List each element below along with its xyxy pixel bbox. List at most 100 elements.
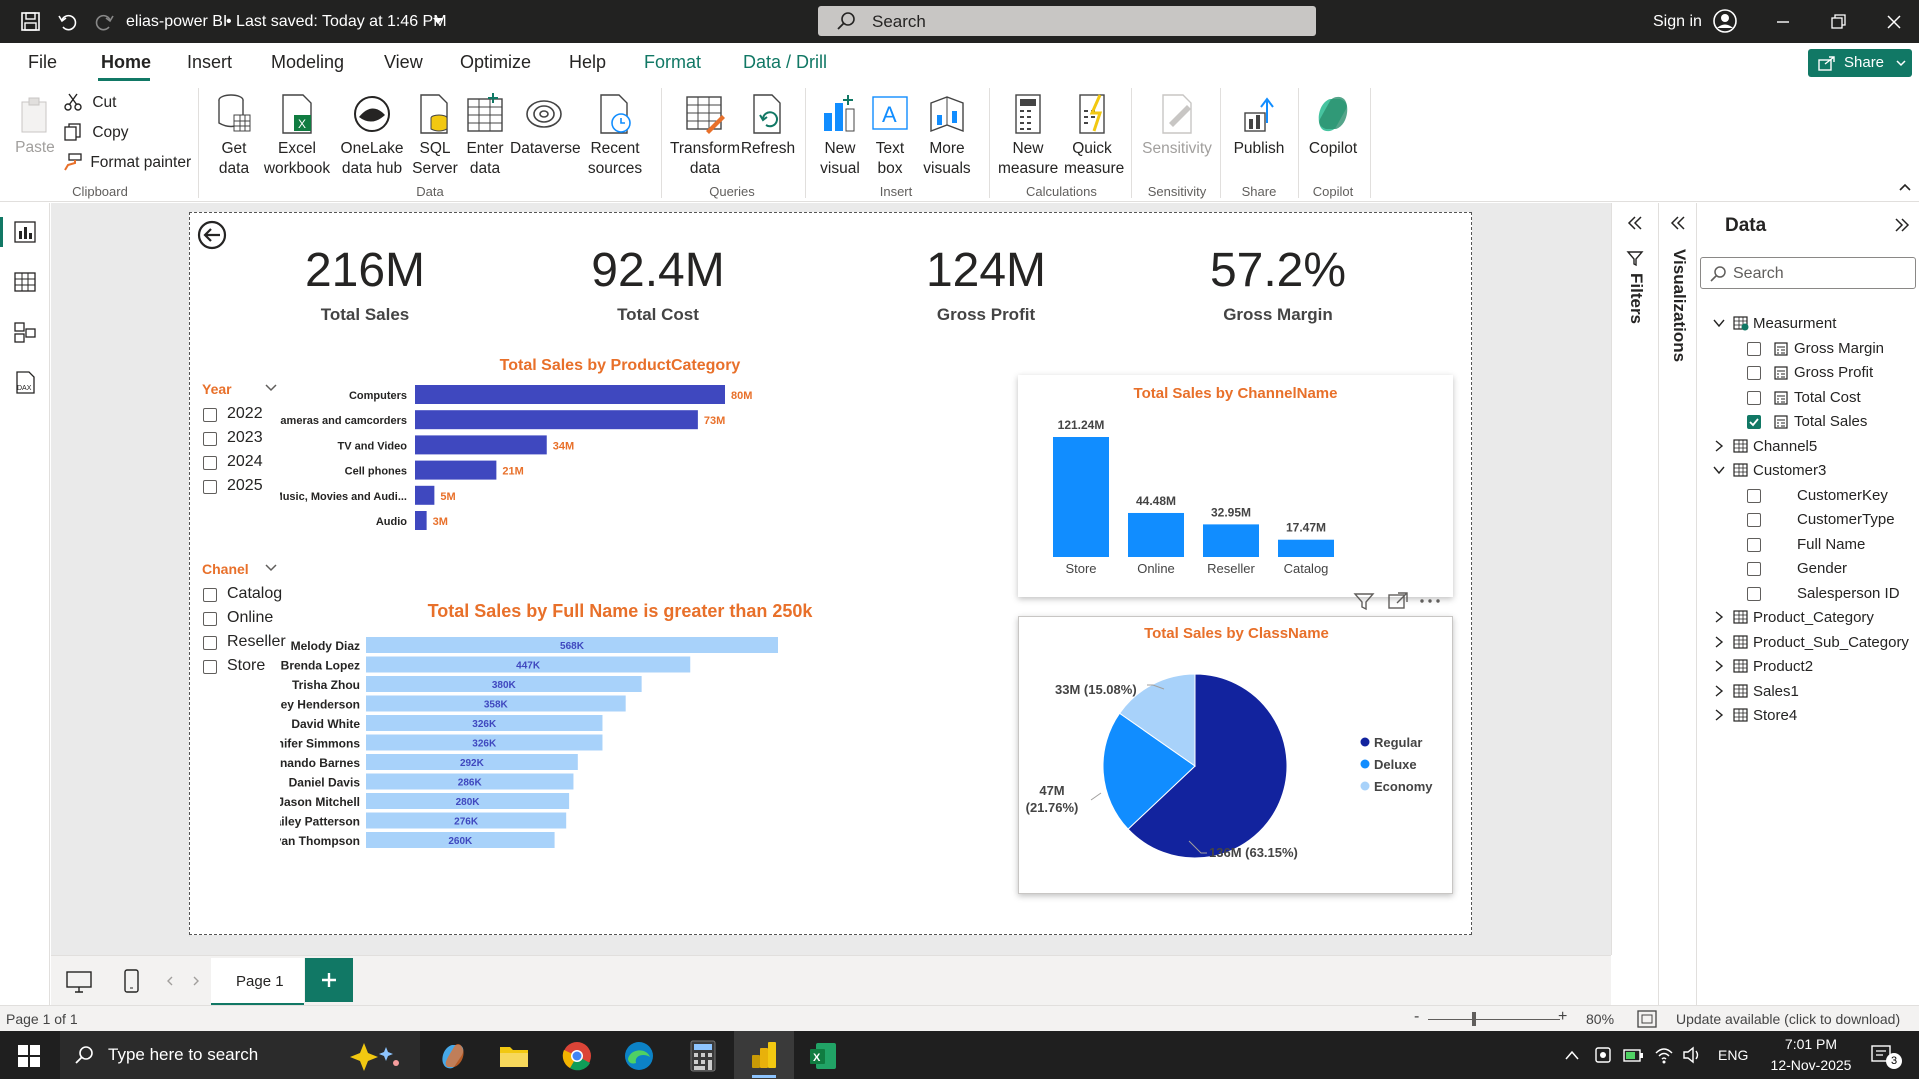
clock-time[interactable]: 7:01 PM xyxy=(1784,1036,1838,1052)
field-row[interactable]: Gross Profit xyxy=(1697,361,1919,385)
chevron-path[interactable] xyxy=(1715,439,1724,452)
field-table-row[interactable]: Customer3 xyxy=(1697,459,1919,483)
chevron-right-icon[interactable] xyxy=(1713,684,1725,697)
field-table-row[interactable]: Store4 xyxy=(1697,704,1919,728)
bar[interactable] xyxy=(366,812,567,829)
tab-data-drill[interactable]: Data / Drill xyxy=(743,52,828,72)
calc-outline[interactable] xyxy=(1774,366,1788,380)
focus-mode-icon[interactable] xyxy=(1387,591,1409,611)
calc-keys[interactable] xyxy=(1777,419,1785,427)
table-grid[interactable] xyxy=(1734,709,1747,721)
field-row[interactable]: Gross Margin xyxy=(1697,337,1919,361)
sensitivity-button[interactable]: Sensitivity xyxy=(1140,93,1214,159)
bar[interactable] xyxy=(415,385,725,404)
field-table-row[interactable]: Measurment xyxy=(1697,312,1919,336)
full-name-bar-chart[interactable]: Melody Diaz 568K Brenda Lopez 447K Trisha Zh… xyxy=(280,633,980,933)
checkbox[interactable] xyxy=(1747,537,1761,552)
field-row[interactable]: Total Sales xyxy=(1697,410,1919,434)
tab-format[interactable]: Format xyxy=(644,52,702,72)
checkmark-path[interactable] xyxy=(1749,418,1759,427)
text-box-button[interactable]: A Text box xyxy=(868,93,912,179)
zoom-slider[interactable] xyxy=(1428,1019,1560,1020)
table-outline[interactable] xyxy=(1733,708,1748,722)
chevron-down-icon[interactable] xyxy=(264,563,278,573)
recent-sources-button[interactable]: Recent sources xyxy=(582,93,648,179)
calc-outline[interactable] xyxy=(1774,341,1788,356)
table-outline[interactable] xyxy=(1733,634,1748,649)
table-outline[interactable] xyxy=(1733,463,1748,477)
table-outline[interactable] xyxy=(1733,438,1748,453)
calc-outline[interactable] xyxy=(1774,415,1788,429)
bar[interactable] xyxy=(366,734,603,751)
filter-icon[interactable] xyxy=(1353,591,1375,611)
channel-column-chart[interactable]: 121.24M Store 44.48M Online 32.95M Reseller 17… xyxy=(1018,405,1453,595)
table-grid[interactable] xyxy=(1734,684,1747,697)
pie-slice[interactable] xyxy=(1118,673,1196,767)
channel-chart-card[interactable]: Total Sales by ChannelName 121.24M Store 4… xyxy=(1018,375,1453,597)
table-grid[interactable] xyxy=(1734,635,1747,648)
field-row[interactable]: Gender xyxy=(1697,557,1919,581)
column[interactable] xyxy=(1203,524,1259,557)
checkbox[interactable] xyxy=(1747,586,1761,601)
legend-marker[interactable] xyxy=(1360,737,1370,747)
slicer-checkbox[interactable] xyxy=(203,408,217,422)
bar[interactable] xyxy=(366,637,778,653)
desktop-layout-icon[interactable] xyxy=(65,970,93,994)
field-row[interactable]: Total Cost xyxy=(1697,386,1919,410)
tab-help[interactable]: Help xyxy=(569,52,607,72)
table-grid[interactable] xyxy=(1734,464,1747,476)
powerbi-taskbar-item[interactable] xyxy=(734,1031,794,1079)
volume-icon[interactable] xyxy=(1682,1045,1702,1065)
bar[interactable] xyxy=(366,676,642,692)
checkbox[interactable] xyxy=(1747,366,1761,380)
onelake-button[interactable]: OneLake data hub xyxy=(334,93,410,179)
status-dot[interactable] xyxy=(1741,323,1749,331)
checkbox[interactable] xyxy=(1747,488,1761,503)
field-row[interactable]: CustomerKey xyxy=(1697,484,1919,508)
leader-line[interactable] xyxy=(1090,792,1102,801)
tab-insert[interactable]: Insert xyxy=(187,52,233,72)
checkbox[interactable] xyxy=(1747,513,1761,527)
leader-line[interactable] xyxy=(1188,840,1207,854)
restore-icon[interactable] xyxy=(1830,14,1846,30)
edge-icon[interactable] xyxy=(624,1041,654,1071)
table-outline[interactable] xyxy=(1733,610,1748,624)
language-indicator[interactable]: ENG xyxy=(1718,1047,1749,1063)
product-category-bar-chart[interactable]: Computers 80M Cameras and camcorders 73M TV … xyxy=(280,381,860,561)
save-icon[interactable] xyxy=(20,11,42,33)
redo-icon[interactable] xyxy=(94,11,116,33)
table-grid[interactable] xyxy=(1734,439,1747,452)
copilot-app-icon[interactable] xyxy=(438,1041,468,1071)
chrome-icon[interactable] xyxy=(562,1041,592,1071)
battery-icon[interactable] xyxy=(1623,1045,1645,1065)
dax-query-view-icon[interactable]: DAX xyxy=(14,371,36,395)
zoom-out-button[interactable]: - xyxy=(1414,1008,1420,1025)
column[interactable] xyxy=(1128,512,1184,557)
more-options-icon[interactable] xyxy=(1419,597,1441,605)
collapse-right-icon[interactable] xyxy=(1893,217,1911,233)
slicer-checkbox[interactable] xyxy=(203,660,217,674)
chevron-right-icon[interactable] xyxy=(1713,660,1725,672)
calc-keys[interactable] xyxy=(1777,395,1785,402)
slicer-checkbox[interactable] xyxy=(203,588,217,602)
bar[interactable] xyxy=(415,511,427,530)
checkbox[interactable] xyxy=(1747,562,1761,576)
chevron-up-icon[interactable] xyxy=(1564,1049,1580,1061)
slicer-checkbox[interactable] xyxy=(203,456,217,470)
table-grid[interactable] xyxy=(1734,611,1747,623)
account-icon[interactable] xyxy=(1712,8,1738,34)
new-visual-button[interactable]: New visual xyxy=(816,93,864,179)
back-arrow-icon[interactable] xyxy=(196,219,228,251)
bar[interactable] xyxy=(415,460,497,480)
tab-file[interactable]: File xyxy=(28,52,58,72)
table-outline[interactable] xyxy=(1733,659,1748,673)
fields-search-input[interactable]: Search xyxy=(1700,257,1916,289)
bar[interactable] xyxy=(366,754,578,770)
refresh-button[interactable]: Refresh xyxy=(740,93,796,159)
publish-button[interactable]: Publish xyxy=(1226,93,1292,159)
format-painter-button[interactable]: Format painter xyxy=(64,153,191,172)
zoom-in-button[interactable]: + xyxy=(1558,1008,1568,1025)
mobile-layout-icon[interactable] xyxy=(123,968,141,994)
chevron-down-icon[interactable] xyxy=(264,383,278,393)
zoom-slider-thumb[interactable] xyxy=(1472,1012,1476,1026)
